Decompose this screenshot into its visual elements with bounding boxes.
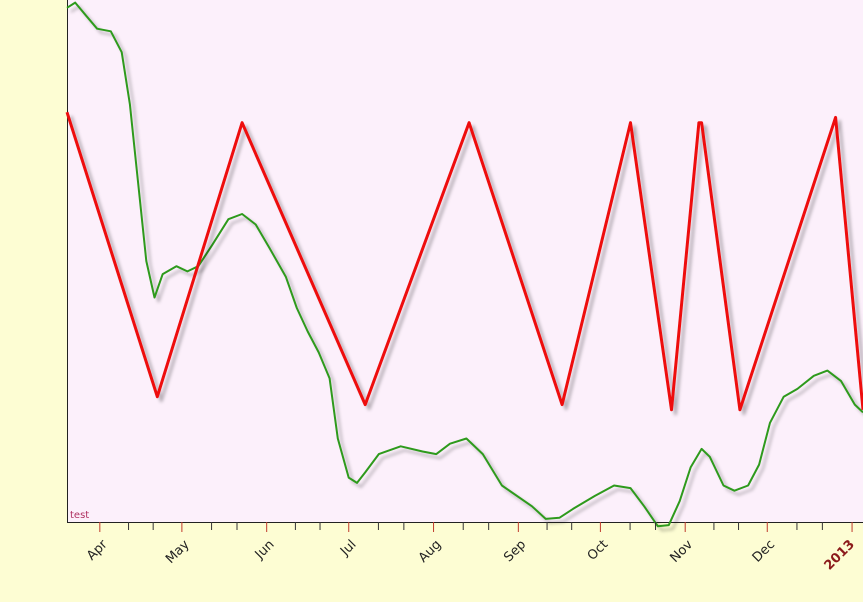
annotation-label: test (70, 510, 89, 521)
x-tick-layer: Apr May Jun Jul Aug Sep Oct Nov Dec 2013 (84, 522, 858, 573)
series-line-1 (66, 1, 863, 528)
series-line-2 (65, 111, 863, 412)
x-tick-label: Dec (750, 537, 778, 565)
x-tick-label: Nov (667, 537, 696, 566)
x-tick-label: Jun (252, 537, 278, 563)
x-tick-label: 2013 (822, 537, 858, 573)
x-tick-label: Oct (585, 537, 612, 564)
x-tick-label: Apr (84, 537, 111, 564)
x-tick-label: Jul (337, 537, 359, 559)
series-layer (65, 1, 863, 528)
x-tick-label: Sep (501, 537, 529, 565)
x-tick-label: Aug (416, 537, 445, 566)
x-tick-label: May (163, 537, 193, 567)
plot-area (67, 0, 863, 522)
